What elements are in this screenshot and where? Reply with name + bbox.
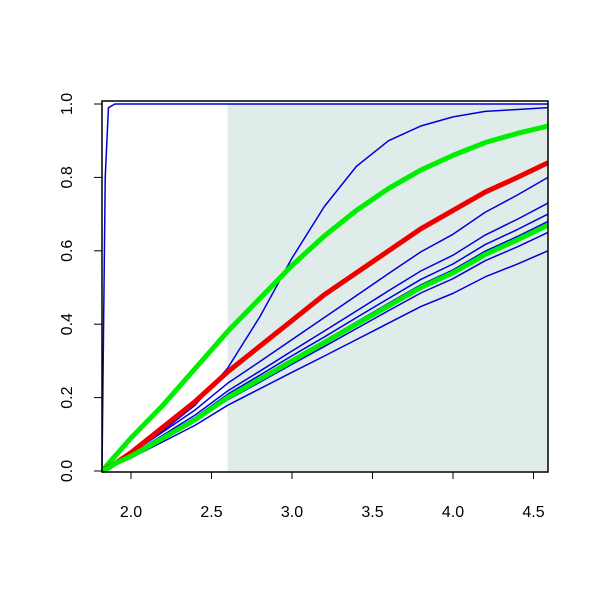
y-tick-label: 0.2 <box>59 386 76 408</box>
x-tick-label: 3.0 <box>281 504 303 521</box>
y-tick-label: 0.6 <box>59 240 76 262</box>
y-tick-label: 0.0 <box>59 460 76 482</box>
x-tick-label: 4.0 <box>442 504 464 521</box>
x-tick-label: 3.5 <box>361 504 383 521</box>
y-tick-label: 0.8 <box>59 166 76 188</box>
x-tick-label: 4.5 <box>522 504 544 521</box>
y-tick-label: 1.0 <box>59 93 76 115</box>
shaded-region <box>227 104 549 471</box>
y-tick-label: 0.4 <box>59 313 76 335</box>
series-line <box>101 222 549 473</box>
series-line <box>101 103 548 472</box>
x-tick-label: 2.0 <box>120 504 142 521</box>
series-line <box>101 123 549 473</box>
x-tick-label: 2.5 <box>200 504 222 521</box>
plot-box <box>101 100 549 473</box>
